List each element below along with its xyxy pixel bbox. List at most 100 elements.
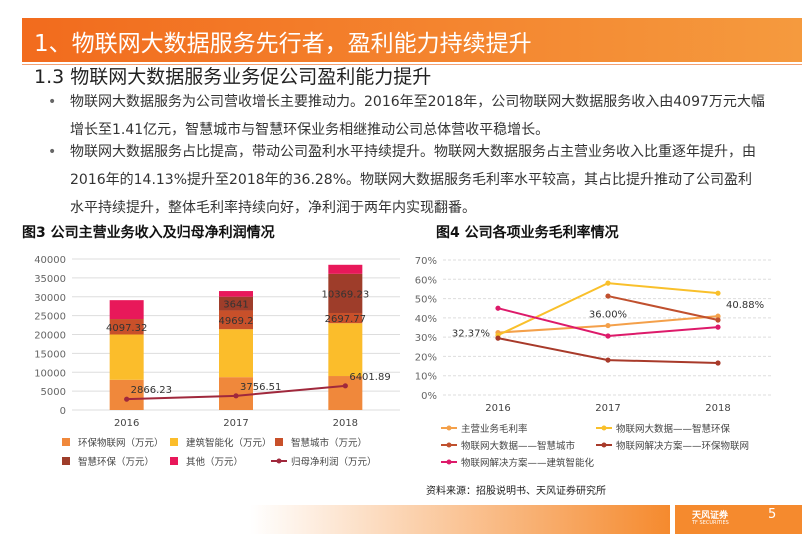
bar-segment <box>328 376 363 410</box>
header-bar <box>22 18 802 62</box>
legend-swatch <box>62 457 70 465</box>
bar-segment <box>219 329 253 378</box>
point <box>495 305 501 311</box>
point <box>715 324 721 330</box>
legend-label: 环保物联网（万元） <box>78 437 164 449</box>
y-tick-label: 35000 <box>34 274 66 285</box>
bar-segment <box>328 323 363 377</box>
data-label: 3641 <box>223 300 248 311</box>
y-tick-label: 5000 <box>41 387 66 398</box>
bar-segment <box>109 379 144 410</box>
bar-segment <box>109 300 144 320</box>
bar-segment <box>328 273 363 313</box>
line <box>607 295 719 321</box>
subtitle: 1.3 物联网大数据服务业务促公司盈利能力提升 <box>34 66 432 88</box>
y-tick-label: 30% <box>415 333 437 344</box>
y-tick-label: 20000 <box>34 331 66 342</box>
footer-bar <box>675 505 802 534</box>
point <box>715 317 721 323</box>
data-label: 4097.32 <box>106 323 147 334</box>
y-tick-label: 30000 <box>34 293 66 304</box>
chart-title: 图4 公司各项业务毛利率情况 <box>436 224 619 241</box>
data-label: 6401.89 <box>349 372 390 383</box>
x-tick-label: 2017 <box>595 403 620 414</box>
y-tick-label: 10000 <box>34 368 66 379</box>
bar-segment <box>109 319 144 335</box>
point <box>715 313 721 319</box>
source: 资料来源：招股说明书、天风证券研究所 <box>426 486 606 497</box>
legend-label: 物联网解决方案——环保物联网 <box>616 440 749 452</box>
y-tick-label: 70% <box>415 256 437 267</box>
bar-segment <box>219 291 253 297</box>
data-label: 4969.2 <box>219 316 254 327</box>
logo: 天风证券 <box>692 511 729 521</box>
footer-bar <box>250 505 670 534</box>
y-tick-label: 60% <box>415 275 437 286</box>
point <box>495 335 501 341</box>
legend-swatch <box>276 458 282 464</box>
legend-swatch <box>446 459 452 465</box>
x-tick-label: 2018 <box>705 403 730 414</box>
x-tick-label: 2016 <box>485 403 510 414</box>
data-label: 10369.23 <box>321 289 369 300</box>
point <box>124 396 130 402</box>
y-tick-label: 0 <box>60 406 66 417</box>
bullet: • 物联网大数据服务占比提高，带动公司盈利水平持续提升。物联网大数据服务占主营业务… <box>48 144 756 216</box>
point <box>605 333 611 339</box>
x-tick-label: 2016 <box>114 418 139 429</box>
x-tick-label: 2018 <box>333 418 358 429</box>
legend-swatch <box>601 442 607 448</box>
legend-label: 归母净利润（万元） <box>291 456 377 468</box>
point <box>342 383 348 389</box>
legend-swatch <box>446 425 452 431</box>
rule <box>22 64 802 65</box>
legend-label: 主营业务毛利率 <box>461 423 528 435</box>
point <box>605 293 611 299</box>
data-label: 32.37% <box>452 329 490 340</box>
bullet: • 物联网大数据服务为公司营收增长主要推动力。2016年至2018年，公司物联网大… <box>48 94 765 138</box>
y-tick-label: 25000 <box>34 312 66 323</box>
legend-swatch <box>170 438 178 446</box>
legend-label: 其他（万元） <box>186 456 243 468</box>
point <box>605 357 611 363</box>
legend-swatch <box>275 438 283 446</box>
bullet-text: 物联网大数据服务占比提高，带动公司盈利水平持续提升。物联网大数据服务占主营业务收… <box>70 144 756 216</box>
x-tick-label: 2017 <box>223 418 248 429</box>
legend-label: 智慧环保（万元） <box>78 456 154 468</box>
legend-label: 建筑智能化（万元） <box>186 437 272 449</box>
bar-segment <box>219 296 253 311</box>
chart-title: 图3 公司主营业务收入及归母净利润情况 <box>22 224 275 241</box>
legend-label: 智慧城市（万元） <box>291 437 367 449</box>
point <box>715 290 721 296</box>
bar-segment <box>328 312 363 324</box>
y-tick-label: 20% <box>415 352 437 363</box>
y-tick-label: 40000 <box>34 255 66 266</box>
bar-segment <box>328 264 363 274</box>
legend-swatch <box>446 442 452 448</box>
legend-swatch <box>62 438 70 446</box>
data-label: 40.88% <box>726 300 764 311</box>
data-label: 36.00% <box>589 310 627 321</box>
y-tick-label: 0% <box>421 391 437 402</box>
bar-segment <box>109 334 144 380</box>
point <box>715 360 721 366</box>
point <box>605 280 611 286</box>
point <box>233 393 239 399</box>
y-tick-label: 15000 <box>34 349 66 360</box>
logo-en: TF SECURITIES <box>692 520 729 526</box>
y-tick-label: 50% <box>415 295 437 306</box>
page-number: 5 <box>768 507 777 522</box>
data-label: 2697.77 <box>325 314 366 325</box>
legend-label: 物联网大数据——智慧城市 <box>461 440 576 452</box>
legend-swatch <box>170 457 178 465</box>
title: 1、物联网大数据服务先行者，盈利能力持续提升 <box>34 31 532 57</box>
bar-segment <box>219 310 253 330</box>
legend-label: 物联网大数据——智慧环保 <box>616 423 731 435</box>
y-tick-label: 10% <box>415 372 437 383</box>
point <box>605 322 611 329</box>
legend-swatch <box>601 425 607 431</box>
data-label: 2866.23 <box>131 385 172 396</box>
data-label: 3756.51 <box>240 382 281 393</box>
